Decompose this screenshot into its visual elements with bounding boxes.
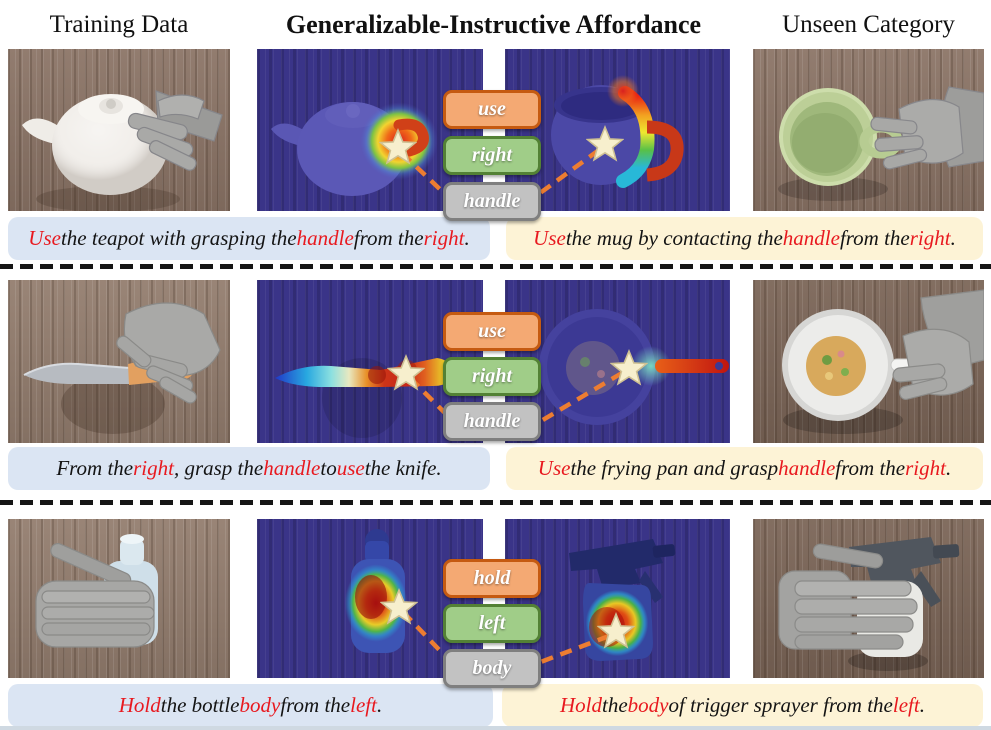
caption-text: from the xyxy=(280,693,351,717)
caption-mug: Use the mug by contacting the handle fro… xyxy=(506,217,983,260)
caption-text: from the xyxy=(835,456,906,480)
caption-text: From the xyxy=(56,456,134,480)
bottom-edge xyxy=(0,726,991,730)
green-mug-hand-illustration xyxy=(778,86,984,201)
caption-trigger-sprayer: Hold the body of trigger sprayer from th… xyxy=(502,684,983,727)
caption-text: . xyxy=(376,693,383,717)
tag-part-handle-row2: handle xyxy=(443,402,541,441)
bottle-heatmap-illustration xyxy=(342,529,410,653)
tag-action-hold-row3: hold xyxy=(443,559,541,598)
star-icon xyxy=(596,612,636,650)
caption-keyword: handle xyxy=(263,456,321,480)
caption-text: the teapot with grasping the xyxy=(60,226,297,250)
bottle-hand-illustration xyxy=(35,534,158,648)
caption-keyword: right xyxy=(909,226,951,250)
caption-keyword: right xyxy=(423,226,465,250)
training-image-teapot xyxy=(8,49,230,211)
unseen-image-mug xyxy=(753,49,984,211)
star-icon xyxy=(585,125,625,163)
tag-action-use-row2: use xyxy=(443,312,541,351)
caption-keyword: Use xyxy=(533,226,566,250)
knife-hand-illustration xyxy=(23,302,221,434)
row-divider xyxy=(0,500,991,505)
caption-keyword: Hold xyxy=(560,693,603,717)
caption-text: . xyxy=(464,226,470,250)
caption-frying-pan: Use the frying pan and grasp handle from… xyxy=(506,447,983,490)
caption-text: the knife. xyxy=(364,456,442,480)
caption-text: the mug by contacting the xyxy=(565,226,783,250)
training-image-knife xyxy=(8,280,230,443)
caption-text: from the xyxy=(839,226,910,250)
caption-bottle: Hold the bottle body from the left. xyxy=(8,684,493,727)
caption-keyword: handle xyxy=(782,226,840,250)
caption-text: from the xyxy=(353,226,424,250)
caption-keyword: right xyxy=(133,456,174,480)
caption-teapot: Use the teapot with grasping the handle … xyxy=(8,217,490,260)
unseen-image-frying-pan xyxy=(753,280,984,443)
caption-keyword: right xyxy=(905,456,946,480)
caption-keyword: handle xyxy=(778,456,836,480)
caption-keyword: left xyxy=(350,693,377,717)
caption-keyword: Hold xyxy=(118,693,161,717)
caption-keyword: handle xyxy=(296,226,354,250)
tag-part-handle-row1: handle xyxy=(443,182,541,221)
tag-part-body-row3: body xyxy=(443,649,541,688)
tag-action-use-row1: use xyxy=(443,90,541,129)
header-unseen-category: Unseen Category xyxy=(782,11,955,38)
tag-direction-right-row2: right xyxy=(443,357,541,396)
caption-keyword: body xyxy=(239,693,281,717)
caption-keyword: Use xyxy=(537,456,571,480)
teapot-heatmap-illustration xyxy=(271,97,443,196)
caption-text: . xyxy=(950,226,956,250)
row-divider xyxy=(0,264,991,269)
caption-keyword: use xyxy=(336,456,365,480)
caption-text: to xyxy=(320,456,337,480)
caption-text: the frying pan and grasp xyxy=(570,456,779,480)
tag-direction-right-row1: right xyxy=(443,136,541,175)
caption-text: . xyxy=(919,693,925,717)
caption-text: . xyxy=(945,456,952,480)
star-icon xyxy=(379,588,419,626)
star-icon xyxy=(378,128,418,166)
caption-knife: From the right, grasp the handle to use … xyxy=(8,447,490,490)
caption-keyword: left xyxy=(892,693,920,717)
training-image-bottle xyxy=(8,519,230,678)
header-training-data: Training Data xyxy=(49,11,189,38)
pan-hand-illustration xyxy=(782,289,984,434)
star-icon xyxy=(609,349,649,387)
caption-text: of trigger sprayer from the xyxy=(668,693,893,717)
caption-keyword: body xyxy=(627,693,669,717)
header-affordance-title: Generalizable-Instructive Affordance xyxy=(285,10,702,39)
teapot-hand-illustration xyxy=(22,90,223,211)
sprayer-hand-illustration xyxy=(778,537,960,671)
star-icon xyxy=(386,354,426,392)
caption-text: the xyxy=(602,693,628,717)
unseen-image-trigger-sprayer xyxy=(753,519,984,678)
caption-keyword: Use xyxy=(28,226,61,250)
tag-direction-left-row3: left xyxy=(443,604,541,643)
caption-text: the bottle xyxy=(160,693,240,717)
caption-text: , grasp the xyxy=(173,456,264,480)
